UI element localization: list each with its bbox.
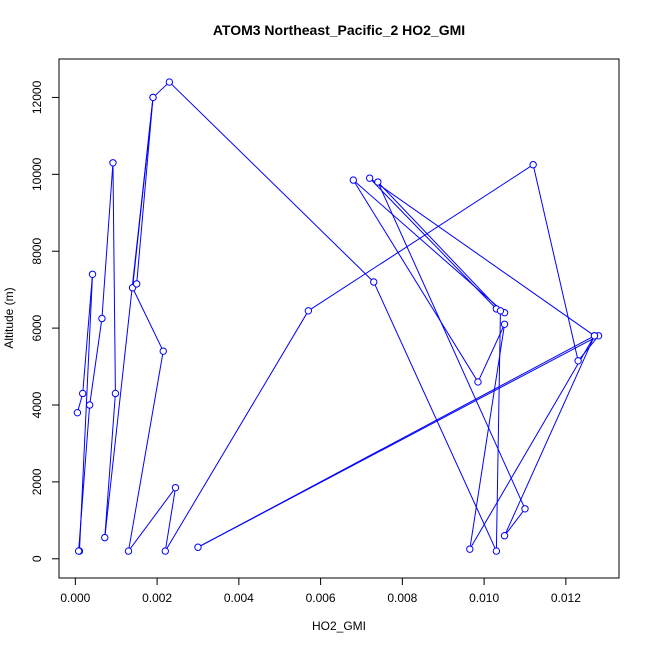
- data-point: [149, 93, 157, 102]
- series-segment: [352, 179, 505, 314]
- x-tick-label: 0.008: [387, 591, 417, 605]
- data-point: [109, 159, 117, 167]
- series-segment: [495, 310, 501, 552]
- series-segment: [469, 335, 595, 550]
- series-segment: [504, 508, 526, 537]
- series-segment: [377, 181, 526, 510]
- x-tick-label: 0.004: [224, 591, 254, 605]
- series-segment: [369, 177, 497, 310]
- data-point: [98, 314, 106, 323]
- x-tick-label: 0.006: [306, 591, 336, 605]
- y-tick-label: 6000: [30, 314, 44, 341]
- data-point: [466, 545, 474, 553]
- series-segment: [132, 97, 154, 288]
- data-point: [521, 505, 529, 513]
- series-segment: [504, 335, 595, 536]
- data-point: [161, 547, 169, 555]
- data-point: [500, 532, 509, 540]
- x-tick-label: 0.000: [60, 591, 90, 605]
- series-segment: [164, 487, 176, 552]
- y-tick-label: 12000: [30, 80, 44, 114]
- y-tick-label: 2000: [30, 468, 44, 495]
- data-point: [194, 543, 202, 551]
- data-point: [365, 174, 374, 182]
- series-segment: [469, 324, 506, 550]
- series-segment: [112, 162, 116, 394]
- y-tick-label: 8000: [30, 238, 44, 265]
- series-segment: [352, 179, 479, 383]
- y-axis-label: Altitude (m): [2, 287, 16, 348]
- series-segment: [164, 310, 309, 552]
- x-tick-label: 0.012: [551, 591, 581, 605]
- series-segment: [136, 97, 154, 284]
- data-point: [590, 332, 599, 340]
- plot-area: [73, 78, 603, 555]
- data-point: [492, 547, 501, 555]
- axes: 0.000 0.002 0.004 0.006 0.008 0.010 0.012 0 2000…: [30, 58, 620, 605]
- series-segment: [82, 274, 94, 394]
- plot-frame: [58, 58, 620, 579]
- series-segment: [532, 164, 579, 361]
- series-segment: [104, 393, 116, 538]
- data-point: [111, 389, 120, 398]
- x-tick-label: 0.002: [142, 591, 172, 605]
- data-point: [304, 307, 313, 315]
- y-tick-label: 4000: [30, 391, 44, 418]
- data-point: [349, 176, 358, 184]
- data-point: [370, 278, 378, 286]
- data-point: [88, 270, 97, 278]
- series-segment: [152, 81, 170, 98]
- data-point: [124, 547, 133, 555]
- data-point: [159, 347, 167, 355]
- x-axis-label: HO2_GMI: [312, 619, 366, 633]
- series-segment: [169, 81, 375, 283]
- series-segment: [89, 318, 103, 406]
- series-segment: [128, 487, 176, 552]
- data-point: [85, 401, 94, 409]
- data-point: [165, 78, 174, 86]
- series-segment: [127, 351, 164, 552]
- series-segment: [369, 177, 595, 337]
- data-point: [73, 408, 82, 417]
- data-point: [496, 307, 505, 315]
- data-point: [171, 483, 180, 492]
- series-segment: [373, 281, 497, 552]
- data-point: [101, 533, 109, 542]
- series-segment: [197, 335, 595, 548]
- data-point: [132, 280, 141, 288]
- series-segment: [308, 164, 534, 312]
- data-point: [529, 161, 537, 169]
- series-segment: [78, 404, 91, 552]
- data-point: [474, 378, 482, 386]
- data-point: [74, 547, 83, 555]
- data-point: [374, 178, 382, 186]
- data-point: [500, 320, 509, 328]
- data-point: [574, 357, 582, 365]
- y-tick-label: 0: [30, 555, 44, 562]
- series-segment: [132, 287, 164, 352]
- series-segment: [377, 181, 501, 312]
- chart-title: ATOM3 Northeast_Pacific_2 HO2_GMI: [213, 22, 465, 38]
- x-tick-label: 0.010: [469, 591, 499, 605]
- y-tick-label: 10000: [30, 157, 44, 191]
- data-point: [79, 389, 87, 398]
- series-segment: [101, 162, 114, 319]
